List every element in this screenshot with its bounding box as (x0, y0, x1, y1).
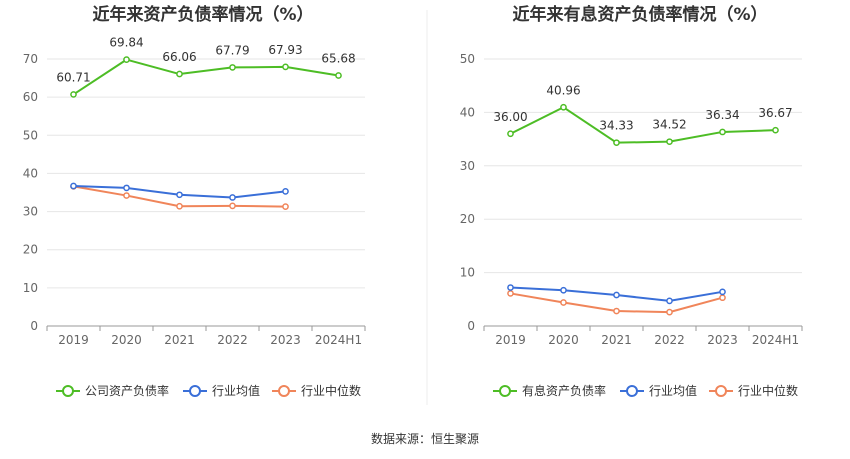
data-point-industry_median (229, 202, 236, 210)
data-point-company (176, 70, 183, 78)
y-tick-label: 50 (460, 52, 475, 66)
data-label: 67.93 (268, 43, 302, 57)
data-point-industry_avg (229, 194, 236, 201)
x-tick-label: 2024H1 (315, 333, 362, 347)
data-point-company (507, 130, 514, 138)
x-tick-label: 2020 (548, 333, 579, 347)
legend-label: 行业中位数 (738, 383, 798, 398)
data-point-industry_avg (282, 188, 289, 195)
chart-panel-debt-ratio: 近年来资产负债率情况（%） 0 10 20 30 40 50 60 70 2019 2020 2021… (23, 4, 366, 398)
data-label: 34.33 (599, 119, 633, 133)
data-point-industry_avg (176, 191, 183, 199)
x-tick-label: 2021 (601, 333, 632, 347)
legend-item-industry_median[interactable]: 行业中位数 (272, 383, 361, 398)
x-tick-label: 2022 (654, 333, 685, 347)
y-tick-label: 20 (460, 212, 475, 226)
data-label: 40.96 (546, 83, 580, 97)
data-point-industry_avg (70, 182, 77, 190)
data-point-industry_median (507, 290, 514, 297)
y-tick-label: 70 (23, 52, 38, 66)
y-tick-label: 30 (460, 159, 475, 173)
data-point-industry_avg (507, 284, 514, 291)
data-point-industry_median (666, 308, 673, 316)
series-line-company (510, 106, 776, 144)
data-label: 36.00 (493, 110, 527, 124)
x-tick-label: 2021 (164, 333, 195, 347)
legend-item-company[interactable]: 公司资产负债率 (56, 383, 169, 398)
legend-marker-icon (499, 385, 511, 397)
legend-marker-icon (626, 385, 638, 397)
x-tick-label: 2024H1 (752, 333, 799, 347)
x-tick-label: 2023 (707, 333, 738, 347)
x-tick-label: 2019 (495, 333, 526, 347)
data-point-company (282, 63, 289, 71)
data-point-industry_median (613, 307, 620, 315)
y-tick-label: 0 (467, 319, 475, 333)
data-label: 66.06 (162, 50, 196, 64)
chart-title: 近年来资产负债率情况（%） (92, 4, 313, 25)
data-point-company (335, 72, 342, 79)
data-point-industry_median (719, 294, 726, 302)
y-tick-label: 0 (30, 319, 38, 333)
legend-marker-icon (278, 385, 290, 397)
x-tick-label: 2019 (58, 333, 89, 347)
series-line-company (72, 58, 339, 96)
data-label: 65.68 (321, 51, 355, 65)
legend-label: 行业均值 (212, 383, 260, 398)
y-tick-label: 40 (460, 105, 475, 119)
data-label: 67.79 (215, 43, 249, 57)
legend-item-industry_avg[interactable]: 行业均值 (620, 383, 697, 398)
y-tick-label: 10 (23, 281, 38, 295)
data-point-company (70, 91, 77, 98)
y-tick-label: 20 (23, 243, 38, 257)
y-tick-label: 30 (23, 205, 38, 219)
data-label: 36.34 (705, 108, 739, 122)
data-point-industry_median (282, 203, 289, 210)
data-point-industry_avg (613, 291, 620, 299)
data-point-industry_median (560, 299, 567, 306)
y-tick-label: 50 (23, 128, 38, 142)
y-tick-label: 40 (23, 166, 38, 180)
legend-label: 行业中位数 (301, 383, 361, 398)
legend-label: 行业均值 (649, 383, 697, 398)
legend-label: 有息资产负债率 (522, 383, 606, 398)
data-point-company (666, 138, 673, 146)
chart-panel-interest-debt-ratio: 近年来有息资产负债率情况（%） 0 10 20 30 40 50 2019 2020 2021 20… (460, 4, 803, 398)
data-label: 36.67 (758, 106, 792, 120)
legend-item-company[interactable]: 有息资产负债率 (493, 383, 606, 398)
data-source-note: 数据来源：恒生聚源 (371, 431, 479, 446)
y-tick-label: 60 (23, 90, 38, 104)
data-point-company (229, 64, 236, 71)
data-label: 60.71 (56, 70, 90, 84)
data-point-company (123, 56, 130, 63)
x-tick-label: 2023 (270, 333, 301, 347)
data-point-industry_avg (666, 297, 673, 305)
data-point-company (613, 139, 620, 147)
legend-marker-icon (62, 385, 74, 397)
legend-label: 公司资产负债率 (85, 383, 169, 398)
x-tick-label: 2022 (217, 333, 248, 347)
y-tick-label: 10 (460, 266, 475, 280)
legend-item-industry_avg[interactable]: 行业均值 (183, 383, 260, 398)
data-point-industry_avg (719, 288, 726, 296)
chart-title: 近年来有息资产负债率情况（%） (512, 4, 767, 25)
data-label: 69.84 (109, 36, 143, 50)
legend-item-industry_median[interactable]: 行业中位数 (709, 383, 798, 398)
data-point-industry_median (123, 192, 130, 199)
data-point-company (772, 126, 779, 134)
data-point-industry_median (176, 202, 183, 210)
legend-marker-icon (715, 385, 727, 397)
x-tick-label: 2020 (111, 333, 142, 347)
legend-marker-icon (189, 385, 201, 397)
data-point-company (560, 103, 567, 111)
data-point-industry_avg (123, 184, 130, 192)
data-label: 34.52 (652, 118, 686, 132)
data-point-industry_avg (560, 286, 567, 294)
data-point-company (719, 128, 726, 136)
